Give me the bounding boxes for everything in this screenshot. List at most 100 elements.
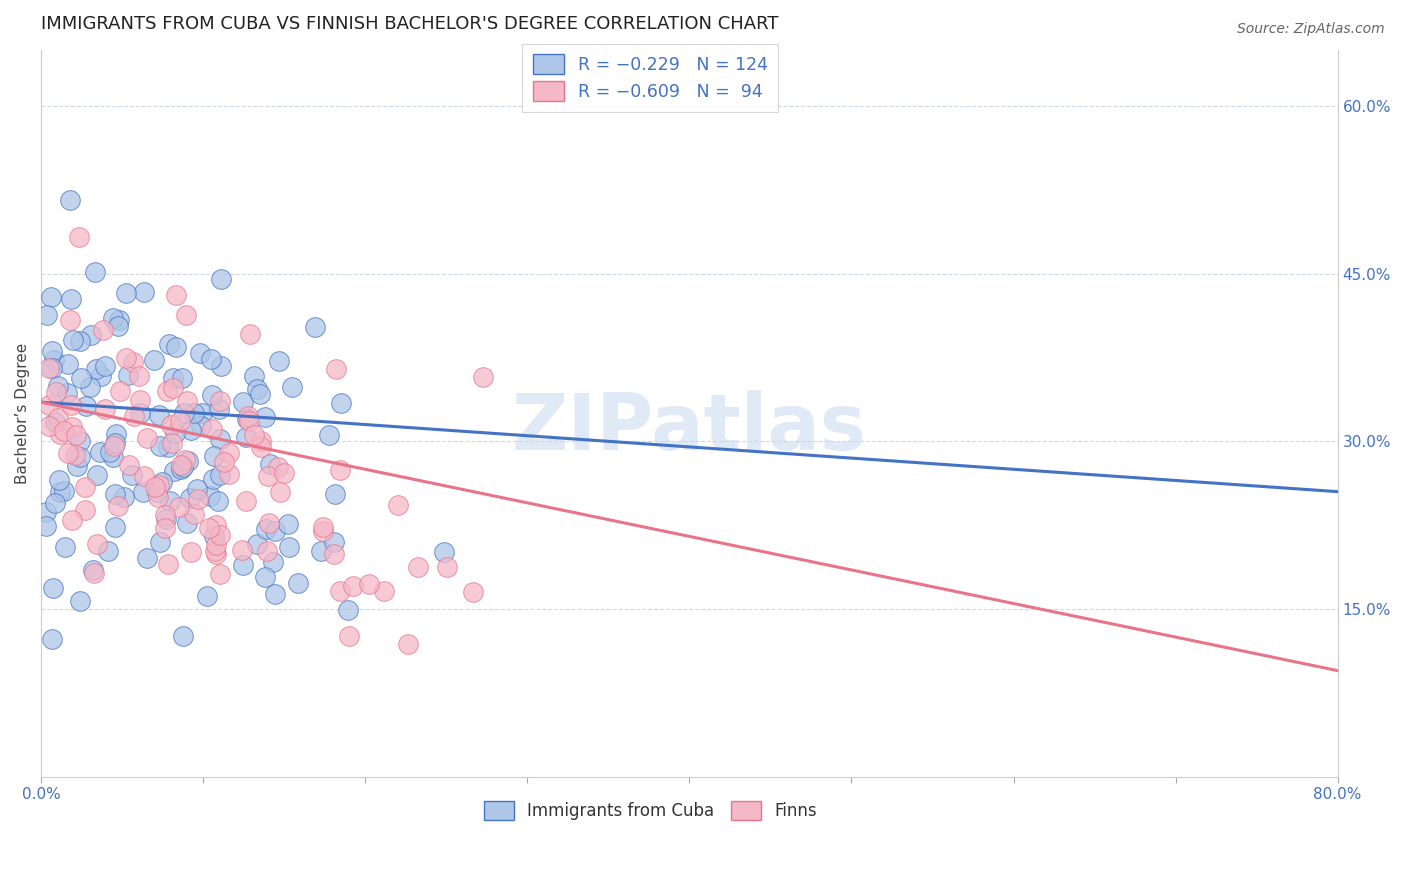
- Point: [287, 575, 309, 590]
- Point: [208, 402, 231, 417]
- Point: [41, 632, 63, 646]
- Point: [35, 518, 58, 533]
- Point: [357, 577, 380, 591]
- Point: [53, 541, 76, 555]
- Point: [159, 494, 181, 508]
- Point: [73, 503, 96, 517]
- Point: [169, 500, 191, 514]
- Point: [165, 426, 187, 441]
- Point: [108, 384, 131, 398]
- Point: [264, 587, 287, 601]
- Point: [170, 371, 193, 385]
- Point: [132, 285, 155, 299]
- Point: [83, 265, 105, 279]
- Point: [195, 589, 218, 603]
- Point: [41, 343, 63, 358]
- Point: [44, 415, 66, 429]
- Point: [132, 468, 155, 483]
- Point: [146, 485, 169, 500]
- Point: [155, 384, 177, 399]
- Point: [253, 410, 276, 425]
- Point: [202, 528, 225, 542]
- Point: [48, 473, 70, 487]
- Point: [249, 386, 271, 401]
- Point: [59, 193, 82, 207]
- Point: [45, 384, 67, 399]
- Point: [235, 493, 257, 508]
- Point: [157, 558, 180, 572]
- Point: [243, 428, 266, 442]
- Point: [163, 464, 186, 478]
- Y-axis label: Bachelor’s Degree: Bachelor’s Degree: [15, 343, 30, 484]
- Point: [201, 472, 224, 486]
- Legend: Immigrants from Cuba, Finns: Immigrants from Cuba, Finns: [477, 794, 824, 827]
- Point: [187, 491, 209, 506]
- Point: [179, 491, 201, 505]
- Point: [91, 323, 114, 337]
- Point: [238, 409, 260, 424]
- Text: ZIPatlas: ZIPatlas: [512, 390, 868, 466]
- Point: [183, 507, 205, 521]
- Point: [162, 381, 184, 395]
- Point: [172, 629, 194, 643]
- Point: [56, 446, 79, 460]
- Point: [69, 434, 91, 449]
- Point: [256, 543, 278, 558]
- Point: [160, 435, 183, 450]
- Point: [104, 519, 127, 533]
- Point: [117, 368, 139, 382]
- Point: [201, 388, 224, 402]
- Point: [128, 369, 150, 384]
- Point: [342, 579, 364, 593]
- Point: [157, 440, 180, 454]
- Point: [114, 286, 136, 301]
- Point: [80, 327, 103, 342]
- Point: [41, 290, 63, 304]
- Point: [65, 427, 87, 442]
- Point: [322, 535, 344, 549]
- Point: [207, 494, 229, 508]
- Point: [86, 468, 108, 483]
- Point: [82, 563, 104, 577]
- Point: [53, 484, 76, 499]
- Point: [205, 517, 228, 532]
- Point: [107, 313, 129, 327]
- Point: [170, 461, 193, 475]
- Point: [250, 440, 273, 454]
- Point: [129, 406, 152, 420]
- Point: [373, 583, 395, 598]
- Point: [204, 544, 226, 558]
- Point: [461, 584, 484, 599]
- Point: [208, 528, 231, 542]
- Point: [115, 351, 138, 365]
- Point: [249, 434, 271, 448]
- Point: [180, 544, 202, 558]
- Point: [218, 467, 240, 481]
- Point: [104, 487, 127, 501]
- Point: [44, 496, 66, 510]
- Text: IMMIGRANTS FROM CUBA VS FINNISH BACHELOR'S DEGREE CORRELATION CHART: IMMIGRANTS FROM CUBA VS FINNISH BACHELOR…: [41, 15, 779, 33]
- Point: [83, 566, 105, 581]
- Point: [86, 536, 108, 550]
- Point: [60, 513, 83, 527]
- Point: [90, 369, 112, 384]
- Point: [309, 543, 332, 558]
- Point: [75, 399, 97, 413]
- Point: [329, 396, 352, 410]
- Point: [269, 484, 291, 499]
- Point: [49, 427, 72, 442]
- Point: [136, 550, 159, 565]
- Point: [70, 371, 93, 385]
- Point: [329, 584, 352, 599]
- Point: [103, 439, 125, 453]
- Point: [46, 379, 69, 393]
- Point: [257, 469, 280, 483]
- Point: [60, 420, 83, 434]
- Point: [157, 336, 180, 351]
- Point: [209, 566, 232, 581]
- Point: [183, 406, 205, 420]
- Point: [41, 360, 63, 375]
- Point: [146, 491, 169, 505]
- Point: [277, 516, 299, 531]
- Point: [200, 351, 222, 366]
